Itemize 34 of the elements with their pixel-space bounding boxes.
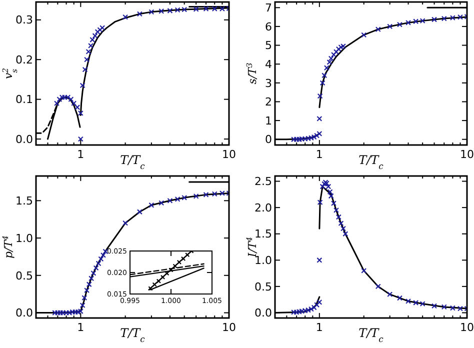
y-tick-label: 1.5: [254, 228, 272, 241]
y-tick-label: 1.0: [16, 232, 33, 245]
y-tick-label: 1.5: [16, 194, 33, 208]
y-tick-label: 2.0: [254, 201, 272, 214]
x-tick-label: 1: [316, 148, 323, 161]
x-axis-title: T/T$_{c}$: [120, 153, 146, 171]
y-tick-label: 1: [265, 114, 272, 128]
x-axis-title: T/T$_{c}$: [120, 326, 146, 344]
y-tick-label: 0.5: [16, 269, 33, 282]
x-tick-label: 10: [460, 321, 474, 334]
x-axis-title: T/T$_{c}$: [358, 153, 384, 171]
x-tick-label: 1: [77, 148, 84, 161]
y-tick-label: 2: [265, 96, 272, 109]
y-tick-label: 0: [265, 133, 272, 146]
y-tick-label: 0.5: [254, 280, 272, 294]
y-tick-label: 3: [265, 76, 272, 90]
y-tick-label: 7: [265, 1, 272, 14]
y-tick-label: 0.3: [16, 14, 33, 27]
y-tick-label: 0.0: [16, 306, 33, 320]
y-tick-label: 4: [265, 58, 272, 71]
y-tick-label: 6: [265, 20, 272, 34]
x-tick-label: 1: [316, 321, 323, 334]
y-tick-label: 0.0: [254, 306, 272, 320]
x-tick-label: 10: [222, 321, 236, 334]
y-tick-label: 5: [265, 39, 272, 52]
x-tick-label: 10: [460, 148, 474, 161]
x-tick-label: 10: [222, 148, 236, 161]
y-tick-label: 0.0: [16, 132, 33, 146]
y-tick-label: 1.0: [254, 254, 272, 267]
x-axis-title: T/T$_{c}$: [358, 326, 384, 344]
x-tick-label: 1: [77, 321, 84, 334]
y-tick-label: 0.2: [16, 53, 33, 66]
y-tick-label: 0.1: [16, 93, 33, 106]
y-tick-label: 2.5: [254, 175, 272, 188]
